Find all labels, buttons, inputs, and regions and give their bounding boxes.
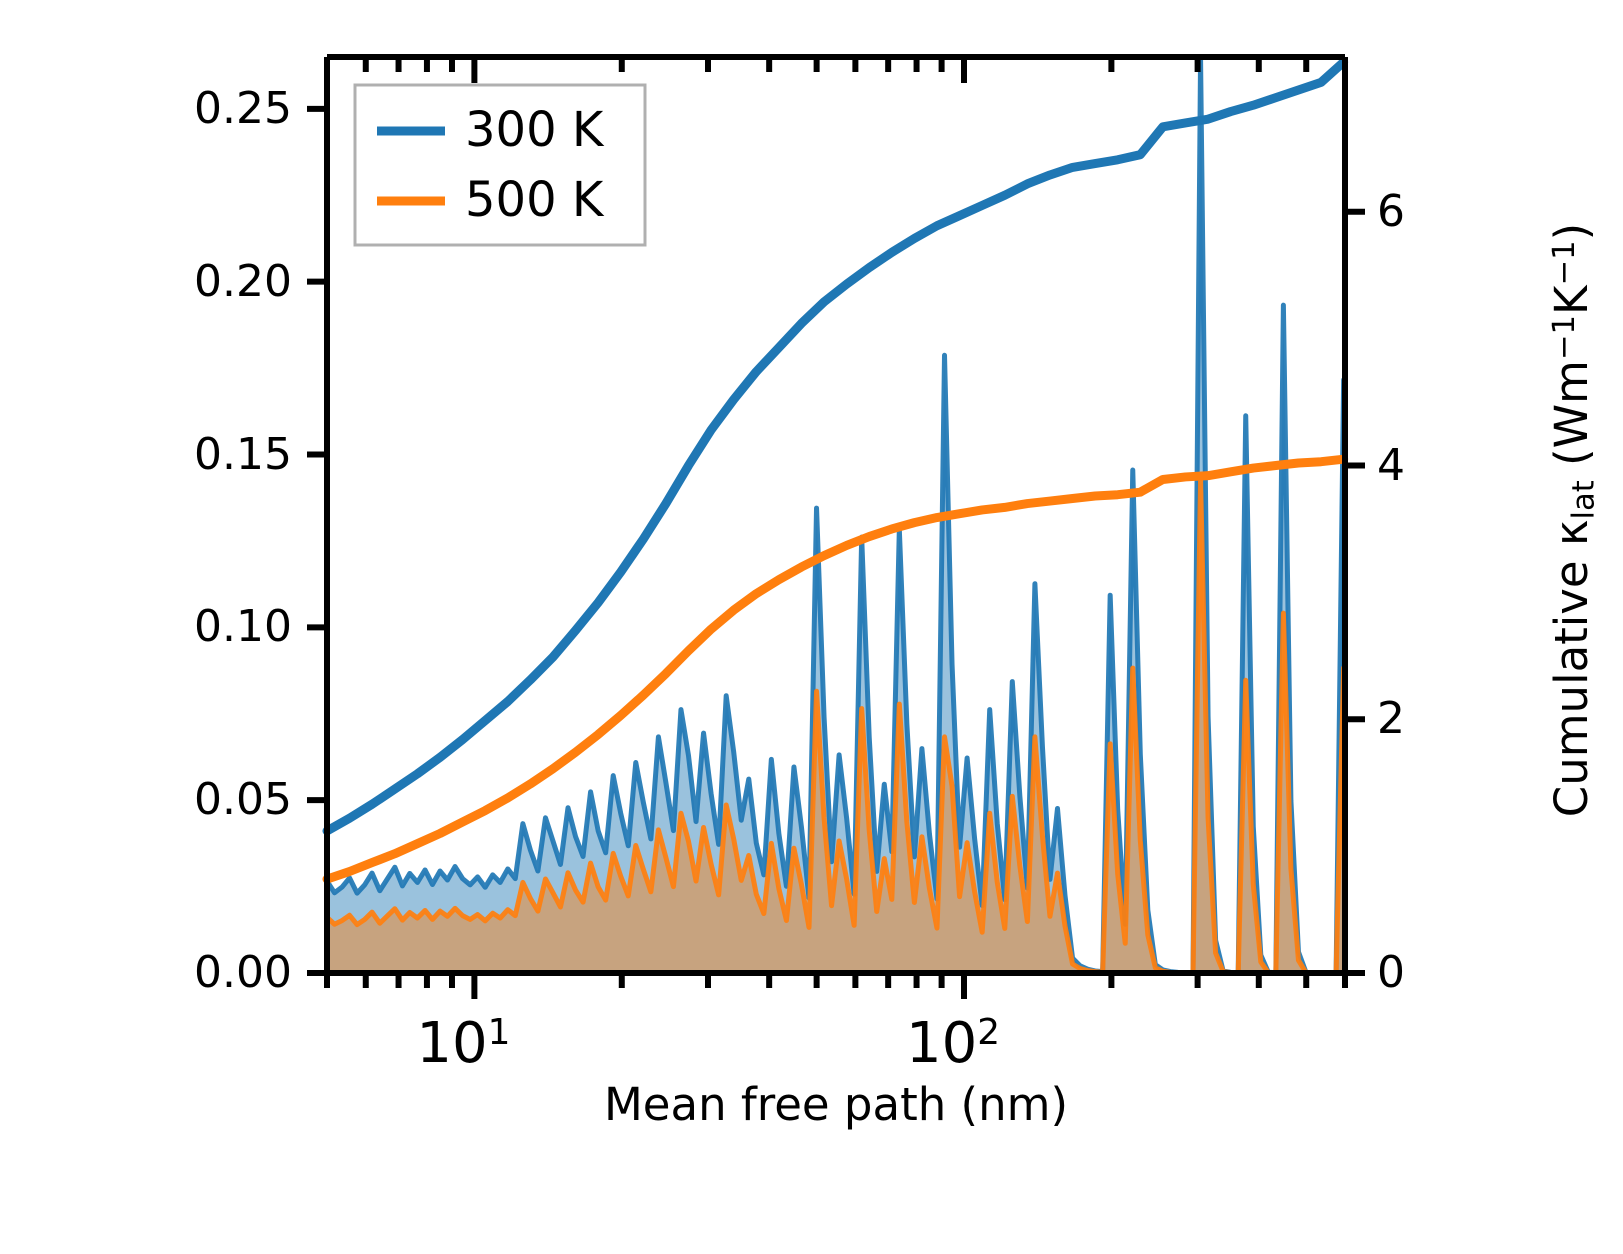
x-tick-label: 102	[906, 1011, 1001, 1076]
y-tick-label-left: 0.15	[194, 428, 292, 480]
legend-label-0: 300 K	[465, 102, 604, 158]
x-axis-label: Mean free path (nm)	[603, 1078, 1069, 1131]
y-tick-label-right: 2	[1377, 693, 1405, 745]
y-right-label-sup2: −1	[1547, 240, 1583, 286]
y-tick-label-left: 0.25	[194, 82, 292, 134]
x-tick-label: 101	[416, 1011, 511, 1076]
y-tick-label-left: 0.20	[194, 255, 292, 307]
y-right-label-post: (Wm	[1545, 360, 1598, 481]
legend-box	[353, 83, 647, 247]
y-tick-label-right: 4	[1377, 439, 1405, 491]
y-axis-right-label: Cumulative κlat (Wm−1K−1)	[1545, 30, 1602, 1010]
y-right-label-tail: )	[1545, 222, 1598, 241]
y-tick-label-right: 6	[1377, 185, 1405, 237]
legend-label-1: 500 K	[465, 172, 604, 228]
series-cumulative-line-2	[322, 57, 1349, 836]
y-right-label-sup1: −1	[1547, 314, 1583, 361]
y-right-label-mid: K	[1545, 285, 1598, 315]
y-tick-label-left: 0.00	[194, 947, 292, 998]
y-tick-label-left: 0.05	[194, 774, 292, 826]
y-tick-label-left: 0.10	[194, 601, 292, 653]
y-right-label-pre: Cumulative κ	[1545, 519, 1598, 818]
y-tick-label-right: 0	[1377, 947, 1405, 998]
series-cumulative-line-3	[322, 454, 1349, 884]
y-right-label-sub: lat	[1566, 480, 1602, 520]
